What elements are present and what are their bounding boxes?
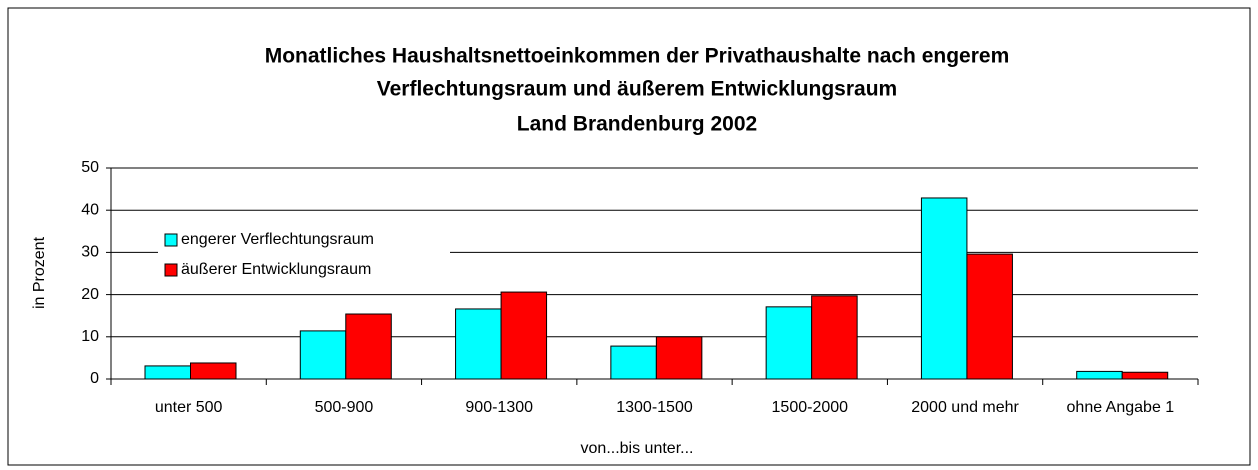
y-tick-label: 50 <box>81 159 99 176</box>
bar <box>299 330 347 380</box>
bar <box>1076 370 1123 380</box>
bar <box>966 253 1013 380</box>
x-tick-label: unter 500 <box>155 399 223 416</box>
chart-title: Land Brandenburg 2002 <box>517 113 757 136</box>
y-tick-label: 10 <box>81 328 99 345</box>
x-tick-label: 500-900 <box>315 399 374 416</box>
x-tick-label: 900-1300 <box>465 399 533 416</box>
x-tick-label: 1300-1500 <box>616 399 693 416</box>
bar <box>1121 371 1169 380</box>
legend-box <box>158 226 450 284</box>
bar <box>500 291 548 380</box>
x-tick-label: 1500-2000 <box>772 399 849 416</box>
bar <box>765 306 813 380</box>
x-axis-label: von...bis unter... <box>581 440 694 457</box>
chart-title: Monatliches Haushaltsnettoeinkommen der … <box>265 45 1010 68</box>
x-tick-label: ohne Angabe 1 <box>1067 399 1175 416</box>
bar <box>655 336 703 380</box>
bar <box>190 362 237 380</box>
y-axis-label: in Prozent <box>31 236 48 309</box>
y-tick-label: 30 <box>81 244 99 261</box>
x-tick-label: 2000 und mehr <box>911 399 1019 416</box>
y-tick-label: 0 <box>90 370 99 387</box>
bar <box>144 365 191 380</box>
legend-label: engerer Verflechtungsraum <box>181 231 374 248</box>
bar <box>920 197 968 380</box>
legend-swatch <box>164 263 178 277</box>
chart-title: Verflechtungsraum und äußerem Entwicklun… <box>377 78 897 101</box>
bar <box>455 308 502 380</box>
y-tick-label: 20 <box>81 286 99 303</box>
legend-label: äußerer Entwicklungsraum <box>181 261 371 278</box>
y-tick-label: 40 <box>81 201 99 218</box>
bar <box>811 295 858 380</box>
legend-swatch <box>164 233 178 247</box>
bar <box>345 313 392 380</box>
bar <box>610 345 657 380</box>
